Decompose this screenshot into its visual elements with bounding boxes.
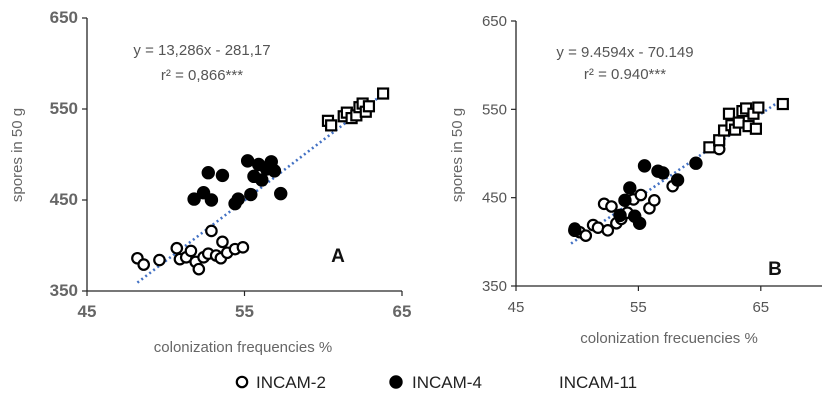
data-point — [215, 168, 230, 183]
data-point — [632, 216, 647, 230]
x-tick-label: 65 — [393, 302, 412, 321]
panel-letter: A — [331, 246, 345, 267]
data-point — [240, 154, 255, 168]
data-point — [656, 166, 670, 180]
series-incam-2 — [131, 224, 250, 276]
panel-b: 350 450 550 650 45 55 65 colonization frecuenci… — [449, 13, 822, 347]
data-point — [231, 192, 245, 206]
data-point — [568, 223, 582, 238]
x-axis-label: colonization frecuencies % — [580, 330, 758, 347]
y-tick-label: 350 — [482, 278, 507, 295]
x-tick-label: 55 — [235, 302, 254, 321]
legend-marker — [389, 375, 403, 389]
data-point — [325, 119, 338, 132]
data-point — [703, 141, 716, 154]
y-tick-label: 650 — [482, 13, 507, 30]
regression-equation: y = 9.4594x - 70.149 — [556, 44, 693, 61]
data-point — [377, 87, 390, 100]
data-point — [267, 164, 282, 178]
data-point — [613, 208, 627, 223]
data-point — [184, 244, 198, 258]
data-point — [579, 229, 593, 242]
regression-equation: y = 13,286x - 281,17 — [133, 42, 270, 59]
legend-label: INCAM-11 — [559, 373, 637, 392]
y-axis-label: spores in 50 g — [9, 108, 26, 202]
data-point — [192, 262, 206, 276]
x-axis-label: colonization frequencies % — [154, 339, 332, 356]
series-incam-4 — [568, 156, 703, 238]
r-squared: r² = 0.940*** — [584, 66, 666, 83]
series-incam-11 — [321, 87, 390, 132]
data-point — [623, 181, 637, 195]
y-tick-label: 650 — [50, 8, 78, 27]
panel-a: 350 450 550 650 45 55 65 colonization frequenci… — [9, 8, 411, 356]
data-point — [689, 156, 703, 170]
y-axis-label: spores in 50 g — [449, 108, 466, 202]
data-point — [634, 188, 648, 202]
data-point — [153, 253, 166, 267]
data-point — [776, 97, 789, 111]
x-tick-label: 45 — [508, 299, 525, 316]
data-point — [752, 101, 765, 114]
data-point — [170, 241, 184, 255]
y-tick-label: 450 — [482, 190, 507, 207]
legend-label: INCAM-4 — [412, 373, 482, 392]
legend-label: INCAM-2 — [256, 373, 326, 392]
data-point — [236, 241, 250, 254]
y-tick-label: 450 — [50, 190, 78, 209]
data-point — [732, 116, 745, 129]
data-point — [362, 100, 376, 113]
x-tick-label: 45 — [78, 302, 97, 321]
data-point — [601, 224, 615, 237]
data-point — [137, 258, 150, 271]
series-incam-4 — [187, 154, 288, 211]
data-point — [216, 235, 229, 249]
x-tick-label: 65 — [752, 299, 769, 316]
y-tick-label: 550 — [482, 101, 507, 118]
data-point — [187, 192, 201, 206]
legend-marker — [235, 375, 249, 389]
data-point — [648, 194, 661, 207]
data-point — [201, 166, 215, 180]
data-point — [637, 159, 652, 173]
data-point — [274, 186, 288, 201]
series-incam-11 — [703, 97, 789, 154]
data-point — [722, 107, 736, 120]
panel-letter: B — [768, 259, 782, 280]
x-tick-label: 55 — [630, 299, 647, 316]
data-point — [749, 122, 763, 135]
r-squared: r² = 0,866*** — [161, 67, 243, 84]
legend: INCAM-2 INCAM-4 INCAM-11 — [235, 373, 637, 392]
data-point — [618, 193, 632, 208]
y-tick-label: 550 — [50, 99, 78, 118]
data-point — [205, 224, 218, 238]
data-point — [204, 193, 219, 207]
data-point — [670, 173, 685, 187]
data-point — [605, 200, 618, 213]
data-point — [713, 134, 726, 147]
y-tick-label: 350 — [50, 281, 78, 300]
data-point — [244, 187, 258, 202]
